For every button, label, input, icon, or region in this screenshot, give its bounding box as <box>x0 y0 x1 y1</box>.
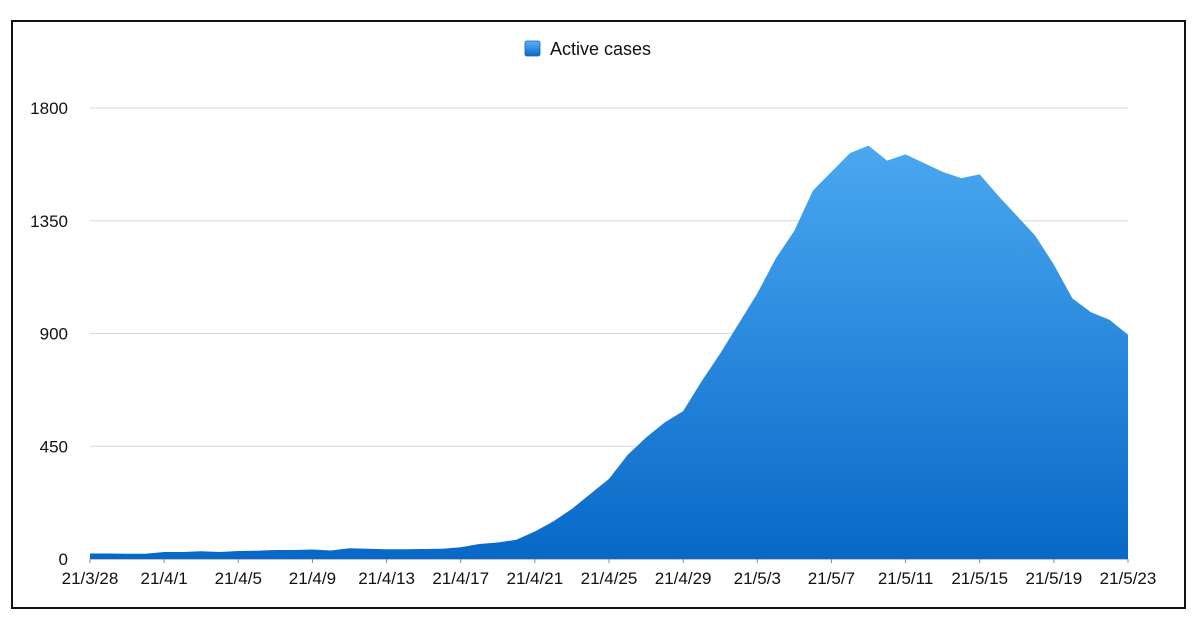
x-tick-label: 21/4/25 <box>581 569 638 588</box>
x-tick-label: 21/4/1 <box>141 569 188 588</box>
x-tick-label: 21/5/19 <box>1025 569 1082 588</box>
y-tick-label: 1350 <box>30 212 68 231</box>
x-tick-label: 21/4/21 <box>506 569 563 588</box>
x-tick-label: 21/5/23 <box>1100 569 1157 588</box>
legend-label: Active cases <box>550 39 651 59</box>
y-tick-label: 1800 <box>30 99 68 118</box>
x-tick-label: 21/3/28 <box>62 569 119 588</box>
x-tick-label: 21/5/11 <box>878 569 933 588</box>
x-tick-label: 21/4/5 <box>215 569 262 588</box>
y-axis: 0 450 900 1350 1800 <box>30 99 68 569</box>
y-tick-label: 450 <box>40 437 68 456</box>
x-tick-label: 21/5/7 <box>808 569 855 588</box>
legend: Active cases <box>524 39 651 59</box>
chart-frame: 0 450 900 1350 1800 21/3/28 21/4/1 21/4/5 21/4/… <box>11 20 1186 609</box>
y-tick-label: 900 <box>40 325 68 344</box>
x-tick-label: 21/4/17 <box>432 569 489 588</box>
area-chart: 0 450 900 1350 1800 21/3/28 21/4/1 21/4/5 21/4/… <box>30 39 1157 588</box>
x-axis: 21/3/28 21/4/1 21/4/5 21/4/9 21/4/13 21/4/17 2… <box>62 559 1157 588</box>
x-tick-label: 21/4/29 <box>655 569 712 588</box>
x-tick-label: 21/4/13 <box>358 569 415 588</box>
series-area-active-cases <box>90 145 1128 559</box>
x-tick-label: 21/4/9 <box>289 569 336 588</box>
legend-swatch <box>524 40 541 57</box>
y-tick-label: 0 <box>59 550 68 569</box>
x-tick-label: 21/5/3 <box>734 569 781 588</box>
x-tick-label: 21/5/15 <box>951 569 1008 588</box>
series-area <box>90 145 1128 559</box>
